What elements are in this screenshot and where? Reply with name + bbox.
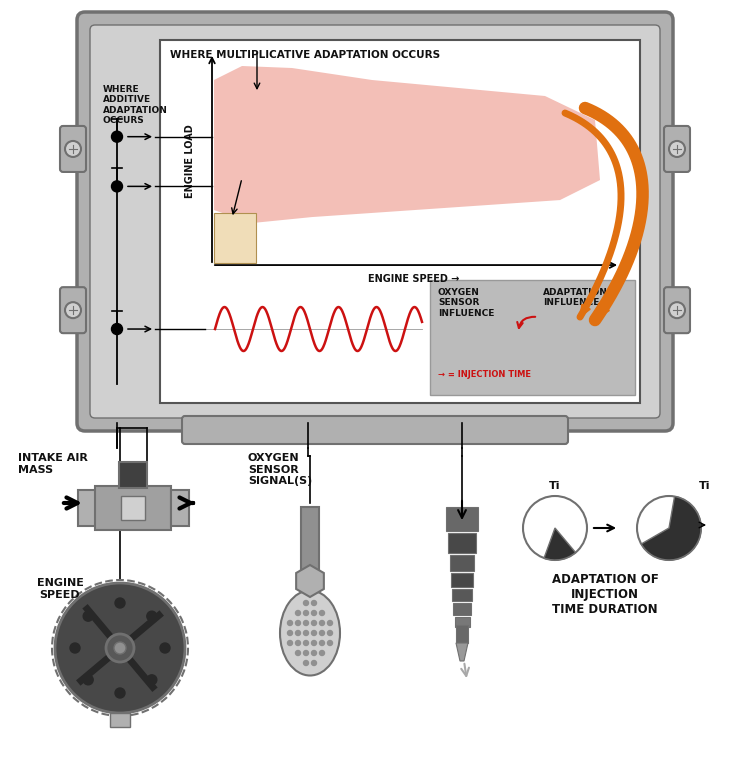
Circle shape	[669, 302, 685, 318]
FancyBboxPatch shape	[90, 25, 660, 418]
Bar	[95, 486, 171, 530]
Circle shape	[55, 583, 185, 713]
Text: OXYGEN
SENSOR
INFLUENCE: OXYGEN SENSOR INFLUENCE	[438, 288, 494, 318]
Circle shape	[287, 621, 292, 625]
Circle shape	[319, 641, 324, 645]
Circle shape	[115, 688, 125, 698]
Bar	[78, 490, 96, 526]
Circle shape	[311, 650, 316, 656]
Text: ENGINE SPEED →: ENGINE SPEED →	[368, 274, 459, 284]
FancyBboxPatch shape	[60, 287, 86, 333]
Circle shape	[319, 611, 324, 615]
Circle shape	[303, 631, 308, 635]
Circle shape	[303, 611, 308, 615]
Circle shape	[319, 621, 324, 625]
Bar	[121, 496, 145, 520]
Circle shape	[295, 621, 300, 625]
Circle shape	[70, 643, 80, 653]
Text: INTAKE AIR
MASS: INTAKE AIR MASS	[18, 453, 88, 475]
Circle shape	[669, 141, 685, 157]
Bar	[456, 625, 468, 643]
Circle shape	[303, 601, 308, 605]
Polygon shape	[595, 303, 609, 320]
Bar	[430, 280, 635, 395]
Circle shape	[327, 641, 332, 645]
Polygon shape	[214, 66, 600, 223]
Text: ENGINE
SPEED: ENGINE SPEED	[36, 578, 83, 600]
Circle shape	[65, 141, 81, 157]
Circle shape	[112, 323, 122, 335]
Circle shape	[319, 650, 324, 656]
Text: Ti: Ti	[549, 481, 561, 491]
Bar	[214, 213, 256, 263]
Bar	[301, 507, 319, 575]
Text: ENGINE LOAD: ENGINE LOAD	[185, 124, 195, 198]
Polygon shape	[580, 304, 590, 317]
Ellipse shape	[280, 591, 340, 676]
FancyBboxPatch shape	[664, 287, 690, 333]
Bar	[212, 58, 615, 265]
Circle shape	[83, 611, 93, 621]
Circle shape	[303, 650, 308, 656]
Circle shape	[295, 631, 300, 635]
Circle shape	[303, 621, 308, 625]
Circle shape	[303, 660, 308, 666]
Bar	[171, 490, 189, 526]
Circle shape	[311, 621, 316, 625]
Wedge shape	[544, 528, 576, 560]
Circle shape	[83, 675, 93, 685]
Text: ADAPTATION
INFLUENCE: ADAPTATION INFLUENCE	[543, 288, 608, 307]
Circle shape	[160, 643, 170, 653]
FancyBboxPatch shape	[60, 126, 86, 172]
Circle shape	[327, 621, 332, 625]
Wedge shape	[642, 496, 701, 560]
FancyBboxPatch shape	[77, 12, 673, 431]
Circle shape	[147, 611, 157, 621]
Circle shape	[311, 631, 316, 635]
Bar	[160, 40, 640, 403]
Circle shape	[287, 631, 292, 635]
Bar	[455, 617, 470, 627]
FancyBboxPatch shape	[664, 126, 690, 172]
Bar	[110, 713, 130, 727]
Circle shape	[114, 642, 126, 654]
Circle shape	[112, 181, 122, 192]
Circle shape	[311, 601, 316, 605]
Circle shape	[287, 641, 292, 645]
Bar	[452, 589, 472, 601]
Text: Ti: Ti	[699, 481, 711, 491]
Circle shape	[106, 634, 134, 662]
Bar	[453, 603, 471, 615]
Circle shape	[147, 675, 157, 685]
Bar	[450, 555, 474, 571]
Circle shape	[327, 631, 332, 635]
Bar	[451, 573, 473, 587]
Circle shape	[295, 611, 300, 615]
Text: OXYGEN
SENSOR
SIGNAL(S): OXYGEN SENSOR SIGNAL(S)	[248, 453, 312, 486]
Circle shape	[295, 650, 300, 656]
Circle shape	[319, 631, 324, 635]
Text: → = INJECTION TIME: → = INJECTION TIME	[438, 370, 531, 379]
Circle shape	[112, 131, 122, 142]
Circle shape	[311, 641, 316, 645]
Text: WHERE MULTIPLICATIVE ADAPTATION OCCURS: WHERE MULTIPLICATIVE ADAPTATION OCCURS	[170, 50, 440, 60]
Bar	[446, 507, 478, 531]
Text: WHERE
ADDITIVE
ADAPTATION
OCCURS: WHERE ADDITIVE ADAPTATION OCCURS	[103, 85, 168, 125]
Circle shape	[523, 496, 587, 560]
Circle shape	[311, 660, 316, 666]
FancyBboxPatch shape	[182, 416, 568, 444]
Circle shape	[295, 641, 300, 645]
Circle shape	[311, 611, 316, 615]
Circle shape	[637, 496, 701, 560]
Circle shape	[303, 641, 308, 645]
Circle shape	[115, 598, 125, 608]
Polygon shape	[456, 643, 468, 661]
Circle shape	[65, 302, 81, 318]
Bar	[119, 462, 147, 488]
Bar	[448, 533, 476, 553]
Text: ADAPTATION OF
INJECTION
TIME DURATION: ADAPTATION OF INJECTION TIME DURATION	[552, 573, 658, 616]
